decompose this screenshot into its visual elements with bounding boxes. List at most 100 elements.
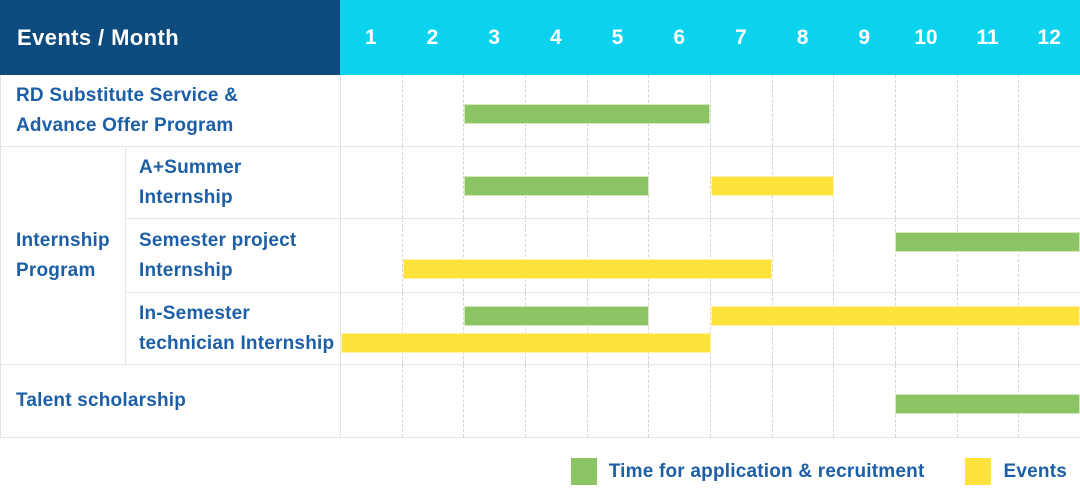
month-label-8: 8 (796, 25, 809, 49)
month-gridline-cell (710, 365, 772, 437)
legend-label-application: Time for application & recruitment (608, 460, 925, 482)
month-gridline-cell (586, 293, 649, 364)
row-label-line: Advance Offer Program (16, 114, 234, 136)
row-label-line: Semester project (139, 229, 297, 251)
row-label-in-semester-technician: In-Semester technician Internship (126, 293, 340, 364)
row-label-line: In-Semester (139, 302, 250, 324)
month-gridline-cell (710, 75, 772, 146)
month-gridline-cell (525, 219, 587, 292)
group-label-line: Internship (16, 229, 110, 251)
month-gridline-cell (895, 147, 957, 218)
month-gridline-cell (586, 219, 649, 292)
month-gridline-cell (648, 219, 710, 292)
month-gridline-cell (586, 365, 649, 437)
table-body: RD Substitute Service & Advance Offer Pr… (0, 75, 1080, 438)
month-gridline-cell (525, 293, 587, 364)
month-gridline-cell (895, 219, 957, 292)
month-gridline-cell (1018, 293, 1080, 364)
gantt-bar-application (464, 306, 649, 326)
internship-program-subrows: A+Summer Internship Semester project Int… (125, 147, 1080, 365)
month-label-10: 10 (914, 25, 938, 49)
table-row-talent-scholarship: Talent scholarship (1, 365, 1080, 438)
table-row-a-plus-summer: A+Summer Internship (126, 147, 1080, 219)
month-gridline-cell (401, 147, 464, 218)
month-gridline-cell (401, 219, 464, 292)
month-label-7: 7 (735, 25, 747, 49)
month-label-3: 3 (488, 25, 501, 49)
row-label-line: A+Summer (139, 156, 242, 178)
month-gridline-cell (1018, 75, 1080, 146)
timeline-talent-scholarship (340, 365, 1080, 437)
month-label-1: 1 (364, 25, 377, 49)
month-label-11: 11 (976, 25, 999, 49)
internship-program-group: Internship Program A+Summer Internship S… (1, 147, 1080, 365)
month-gridline-cell (956, 147, 1019, 218)
timeline-a-plus-summer (340, 147, 1080, 218)
month-gridline-cell (401, 365, 464, 437)
month-gridline-cell (710, 293, 772, 364)
month-label-2: 2 (426, 25, 439, 49)
month-gridline-cell (956, 219, 1019, 292)
month-gridline-cell (341, 75, 402, 146)
gantt-bar-application (464, 103, 711, 124)
legend: Time for application & recruitment Event… (570, 458, 1067, 485)
row-label-line: Internship (139, 259, 233, 281)
row-label-a-plus-summer: A+Summer Internship (126, 147, 340, 218)
legend-swatch-events (965, 458, 992, 485)
group-label-line: Program (16, 259, 96, 281)
month-gridline-cell (463, 219, 525, 292)
month-gridline-cell (833, 147, 895, 218)
month-gridline-cell (401, 293, 464, 364)
month-gridline-cell (771, 75, 834, 146)
month-gridline-cell (341, 219, 402, 292)
row-label-line: Internship (139, 186, 233, 208)
month-label-5: 5 (611, 25, 624, 49)
month-gridline-cell (463, 365, 525, 437)
month-gridline-cell (895, 293, 957, 364)
gantt-bar-application (464, 175, 649, 196)
row-label-line: RD Substitute Service & (16, 84, 239, 106)
month-gridline-cell (525, 365, 587, 437)
gantt-bar-application (895, 394, 1080, 414)
month-label-4: 4 (550, 25, 562, 49)
month-gridline-cell (401, 75, 464, 146)
month-gridline-cell (341, 293, 402, 364)
month-label-9: 9 (858, 25, 871, 49)
month-gridline-cell (956, 293, 1019, 364)
table-header-row: Events / Month 1 2 3 4 5 6 7 8 9 10 11 12 (0, 0, 1080, 75)
month-gridline-cell (833, 293, 895, 364)
month-gridline-cell (648, 365, 710, 437)
group-label-internship-program: Internship Program (1, 147, 125, 365)
row-label-line: Talent scholarship (16, 390, 187, 411)
month-gridline-cell (463, 75, 525, 146)
legend-swatch-application (570, 458, 597, 485)
month-gridline-cell (833, 219, 895, 292)
row-label-semester-project: Semester project Internship (126, 219, 340, 292)
month-gridline-cell (648, 147, 710, 218)
legend-label-events: Events (1003, 460, 1067, 482)
table-row-semester-project: Semester project Internship (126, 219, 1080, 293)
month-label-6: 6 (673, 25, 686, 49)
month-gridline-cell (1018, 219, 1080, 292)
events-month-header-cell: Events / Month (0, 0, 340, 75)
timeline-semester-project (340, 219, 1080, 292)
row-label-rd-substitute: RD Substitute Service & Advance Offer Pr… (1, 75, 340, 146)
month-gridline-cell (833, 75, 895, 146)
month-gridline-cell (648, 293, 710, 364)
table-row-rd-substitute: RD Substitute Service & Advance Offer Pr… (1, 75, 1080, 147)
events-month-title: Events / Month (17, 24, 180, 50)
month-gridline-cell (341, 365, 402, 437)
gantt-bar-application (895, 232, 1080, 252)
month-gridline-cell (341, 147, 402, 218)
gantt-bar-event (341, 333, 711, 353)
month-gridline-cell (956, 75, 1019, 146)
row-label-talent-scholarship: Talent scholarship (1, 365, 340, 437)
timeline-rd-substitute (340, 75, 1080, 146)
gantt-bar-event (710, 306, 1080, 326)
month-label-12: 12 (1037, 25, 1061, 49)
month-gridline-cell (710, 219, 772, 292)
row-label-line: technician Internship (139, 332, 335, 354)
month-gridline-cell (771, 219, 834, 292)
month-gridline-cell (771, 365, 834, 437)
